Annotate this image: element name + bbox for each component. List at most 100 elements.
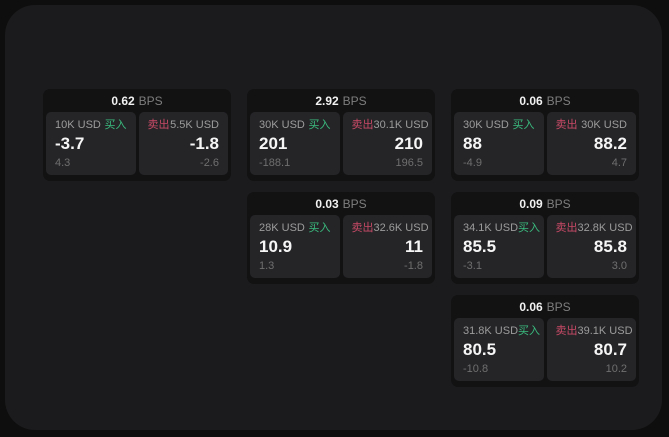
buy-panel[interactable]: 30K USD 买入 201 -188.1 [250,112,340,175]
quote-card: 2.92 BPS 30K USD 买入 201 -188.1 卖出 30.1K … [247,89,435,181]
card-body: 10K USD 买入 -3.7 4.3 卖出 5.5K USD -1.8 -2.… [43,112,231,178]
bps-header: 2.92 BPS [247,89,435,112]
sell-sub-value: 196.5 [395,157,423,170]
sell-amount: 30K USD [581,119,627,131]
sell-price: 210 [394,134,423,154]
buy-amount: 34.1K USD [463,222,519,234]
app-surface: 0.62 BPS 10K USD 买入 -3.7 4.3 卖出 5.5K USD… [5,5,662,430]
sell-price: 85.8 [593,237,627,257]
quote-card: 0.09 BPS 34.1K USD 买入 85.5 -3.1 卖出 32.8K… [451,192,639,284]
buy-amount: 30K USD [259,119,305,131]
bps-value: 2.92 [315,93,339,108]
sell-sub-value: 4.7 [611,157,627,170]
sell-amount: 5.5K USD [170,119,219,131]
sell-label: 卖出 [351,222,374,234]
buy-label: 买入 [518,222,541,234]
bps-value: 0.06 [519,93,543,108]
card-body: 34.1K USD 买入 85.5 -3.1 卖出 32.8K USD 85.8… [451,215,639,281]
sell-label: 卖出 [555,222,578,234]
sell-amount: 30.1K USD [373,119,429,131]
bps-header: 0.09 BPS [451,192,639,215]
buy-panel-top: 30K USD 买入 [463,119,535,131]
buy-panel-top: 30K USD 买入 [259,119,331,131]
buy-amount: 31.8K USD [463,325,519,337]
sell-panel-top: 卖出 32.8K USD [555,222,633,234]
buy-label: 买入 [104,119,127,131]
sell-panel-top: 卖出 5.5K USD [148,119,220,131]
buy-price: -3.7 [55,134,85,154]
bps-value: 0.03 [315,196,339,211]
bps-value: 0.09 [519,196,543,211]
sell-price: 80.7 [593,340,627,360]
sell-price: -1.8 [189,134,219,154]
bps-header: 0.06 BPS [451,295,639,318]
buy-panel[interactable]: 28K USD 买入 10.9 1.3 [250,215,340,278]
bps-unit: BPS [546,93,571,108]
buy-label: 买入 [518,325,541,337]
sell-price: 88.2 [593,134,627,154]
sell-sub-value: 3.0 [611,260,627,273]
buy-panel-top: 31.8K USD 买入 [463,325,540,337]
sell-label: 卖出 [147,119,170,131]
buy-panel[interactable]: 34.1K USD 买入 85.5 -3.1 [454,215,544,278]
sell-panel[interactable]: 卖出 30.1K USD 210 196.5 [342,112,432,175]
sell-panel-top: 卖出 39.1K USD [555,325,633,337]
bps-header: 0.62 BPS [43,89,231,112]
sell-sub-value: -2.6 [200,157,219,170]
buy-amount: 30K USD [463,119,509,131]
bps-value: 0.62 [111,93,135,108]
buy-label: 买入 [308,222,331,234]
quote-card: 0.06 BPS 31.8K USD 买入 80.5 -10.8 卖出 39.1… [451,295,639,387]
buy-panel[interactable]: 31.8K USD 买入 80.5 -10.8 [454,318,544,381]
buy-price: 10.9 [259,237,293,257]
sell-label: 卖出 [351,119,374,131]
card-body: 30K USD 买入 88 -4.9 卖出 30K USD 88.2 4.7 [451,112,639,178]
buy-sub-value: -10.8 [463,363,489,376]
bps-unit: BPS [138,93,163,108]
card-body: 30K USD 买入 201 -188.1 卖出 30.1K USD 210 1… [247,112,435,178]
bps-header: 0.03 BPS [247,192,435,215]
buy-panel[interactable]: 10K USD 买入 -3.7 4.3 [46,112,136,175]
buy-price: 88 [463,134,482,154]
sell-panel[interactable]: 卖出 5.5K USD -1.8 -2.6 [138,112,228,175]
sell-price: 11 [405,237,423,257]
buy-price: 85.5 [463,237,497,257]
card-body: 31.8K USD 买入 80.5 -10.8 卖出 39.1K USD 80.… [451,318,639,384]
buy-sub-value: -3.1 [463,260,482,273]
quote-card: 0.62 BPS 10K USD 买入 -3.7 4.3 卖出 5.5K USD… [43,89,231,181]
sell-panel[interactable]: 卖出 39.1K USD 80.7 10.2 [546,318,636,381]
buy-sub-value: -4.9 [463,157,482,170]
buy-price: 201 [259,134,288,154]
buy-sub-value: 1.3 [259,260,275,273]
bps-unit: BPS [546,196,571,211]
sell-panel-top: 卖出 30K USD [556,119,628,131]
bps-unit: BPS [546,299,571,314]
buy-label: 买入 [308,119,331,131]
buy-sub-value: -188.1 [259,157,291,170]
buy-panel[interactable]: 30K USD 买入 88 -4.9 [454,112,544,175]
buy-amount: 28K USD [259,222,305,234]
quote-card: 0.03 BPS 28K USD 买入 10.9 1.3 卖出 32.6K US… [247,192,435,284]
buy-sub-value: 4.3 [55,157,71,170]
sell-panel-top: 卖出 32.6K USD [351,222,429,234]
sell-panel[interactable]: 卖出 32.8K USD 85.8 3.0 [546,215,636,278]
buy-amount: 10K USD [55,119,101,131]
sell-panel-top: 卖出 30.1K USD [351,119,429,131]
bps-value: 0.06 [519,299,543,314]
bps-header: 0.06 BPS [451,89,639,112]
sell-panel[interactable]: 卖出 30K USD 88.2 4.7 [546,112,636,175]
quote-card: 0.06 BPS 30K USD 买入 88 -4.9 卖出 30K USD 8… [451,89,639,181]
buy-panel-top: 10K USD 买入 [55,119,127,131]
sell-amount: 39.1K USD [577,325,633,337]
sell-label: 卖出 [555,325,578,337]
buy-panel-top: 34.1K USD 买入 [463,222,540,234]
sell-amount: 32.6K USD [373,222,429,234]
card-body: 28K USD 买入 10.9 1.3 卖出 32.6K USD 11 -1.8 [247,215,435,281]
buy-label: 买入 [512,119,535,131]
buy-panel-top: 28K USD 买入 [259,222,331,234]
sell-panel[interactable]: 卖出 32.6K USD 11 -1.8 [342,215,432,278]
bps-unit: BPS [342,93,367,108]
sell-amount: 32.8K USD [577,222,633,234]
sell-label: 卖出 [555,119,578,131]
bps-unit: BPS [342,196,367,211]
